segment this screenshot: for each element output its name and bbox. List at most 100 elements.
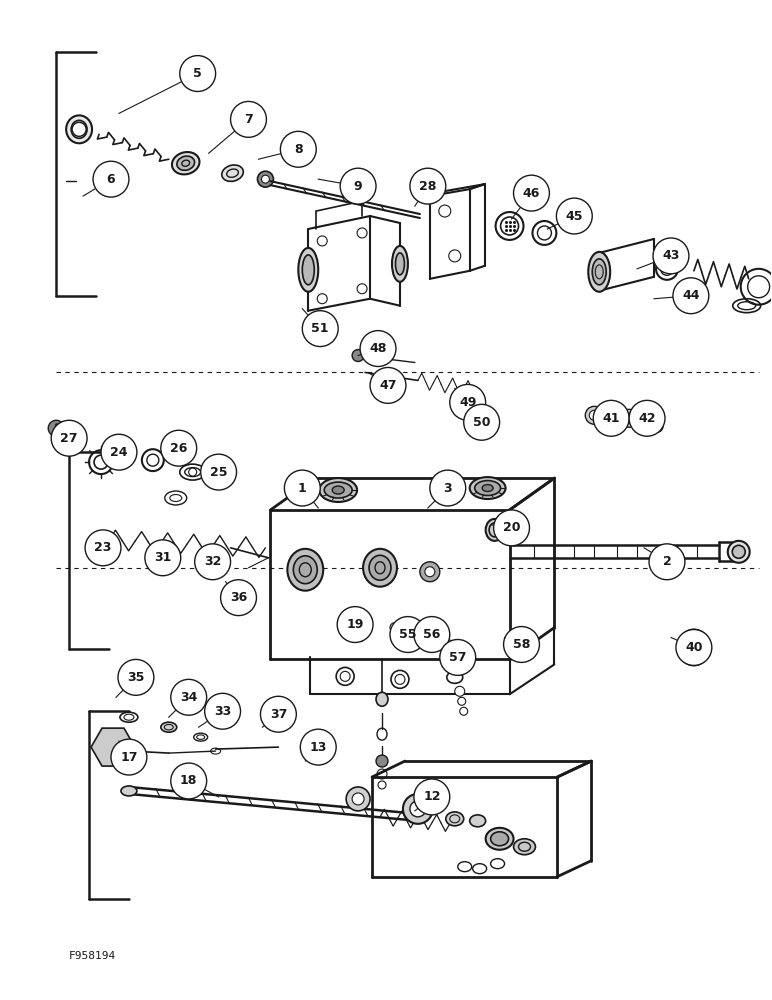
Circle shape [262,175,269,183]
Ellipse shape [293,556,317,584]
Circle shape [260,696,296,732]
Circle shape [649,544,685,580]
Circle shape [450,384,486,420]
Ellipse shape [728,541,750,563]
Text: 25: 25 [210,466,228,479]
Circle shape [280,131,317,167]
Text: 17: 17 [120,751,137,764]
Circle shape [651,420,663,432]
Text: 56: 56 [423,628,441,641]
Circle shape [231,101,266,137]
Circle shape [357,284,367,294]
Text: 13: 13 [310,741,327,754]
Text: 45: 45 [566,210,583,223]
Circle shape [403,625,413,635]
Circle shape [352,350,364,362]
Circle shape [303,311,338,347]
Text: 26: 26 [170,442,188,455]
Circle shape [180,56,215,91]
Circle shape [111,739,147,775]
Text: 47: 47 [379,379,397,392]
Circle shape [653,238,689,274]
Ellipse shape [486,828,513,850]
Text: 32: 32 [204,555,222,568]
Circle shape [478,411,486,419]
Circle shape [317,294,327,304]
Circle shape [161,430,197,466]
Circle shape [430,470,466,506]
Circle shape [443,639,452,649]
Circle shape [420,562,440,582]
Circle shape [171,679,207,715]
Text: 46: 46 [523,187,540,200]
Ellipse shape [588,252,610,292]
Ellipse shape [287,549,323,591]
Text: 33: 33 [214,705,232,718]
Circle shape [171,763,207,799]
Ellipse shape [298,248,318,292]
Text: 7: 7 [244,113,253,126]
Text: 34: 34 [180,691,198,704]
Text: 6: 6 [107,173,115,186]
Text: 18: 18 [180,774,198,787]
Circle shape [195,544,231,580]
Circle shape [340,168,376,204]
Circle shape [103,737,123,757]
Circle shape [414,617,450,652]
Ellipse shape [513,839,536,855]
Circle shape [557,198,592,234]
Ellipse shape [496,212,523,240]
Text: 23: 23 [94,541,112,554]
Ellipse shape [592,259,606,285]
Text: 48: 48 [369,342,387,355]
Ellipse shape [332,486,344,494]
Circle shape [513,175,550,211]
Circle shape [72,122,86,136]
Circle shape [145,540,181,576]
Text: 50: 50 [473,416,490,429]
Text: 12: 12 [423,790,441,803]
Circle shape [317,236,327,246]
Text: 55: 55 [399,628,417,641]
Circle shape [585,406,603,424]
Circle shape [673,278,709,314]
Circle shape [376,755,388,767]
Ellipse shape [172,152,199,174]
Ellipse shape [395,253,405,275]
Circle shape [360,331,396,366]
Circle shape [410,168,445,204]
Circle shape [455,686,465,696]
Circle shape [85,530,121,566]
Text: 49: 49 [459,396,476,409]
Circle shape [403,794,433,824]
Text: 51: 51 [311,322,329,335]
Circle shape [221,580,256,616]
Ellipse shape [376,692,388,706]
Circle shape [101,434,137,470]
Ellipse shape [369,555,391,580]
Circle shape [205,693,241,729]
Circle shape [464,398,472,406]
Ellipse shape [469,477,506,499]
Text: 24: 24 [110,446,127,459]
Text: 37: 37 [269,708,287,721]
Circle shape [300,729,336,765]
Circle shape [460,707,468,715]
Text: 8: 8 [294,143,303,156]
Circle shape [370,367,406,403]
Ellipse shape [486,519,503,541]
Text: F958194: F958194 [69,951,117,961]
Text: 2: 2 [662,555,672,568]
Text: 43: 43 [662,249,679,262]
Circle shape [493,510,530,546]
Text: 35: 35 [127,671,144,684]
Circle shape [201,454,236,490]
Text: 20: 20 [503,521,520,534]
Circle shape [188,468,197,476]
Text: 9: 9 [354,180,362,193]
Ellipse shape [222,165,243,181]
Ellipse shape [392,246,408,282]
Ellipse shape [445,812,464,826]
Ellipse shape [482,485,493,492]
Circle shape [629,400,665,436]
